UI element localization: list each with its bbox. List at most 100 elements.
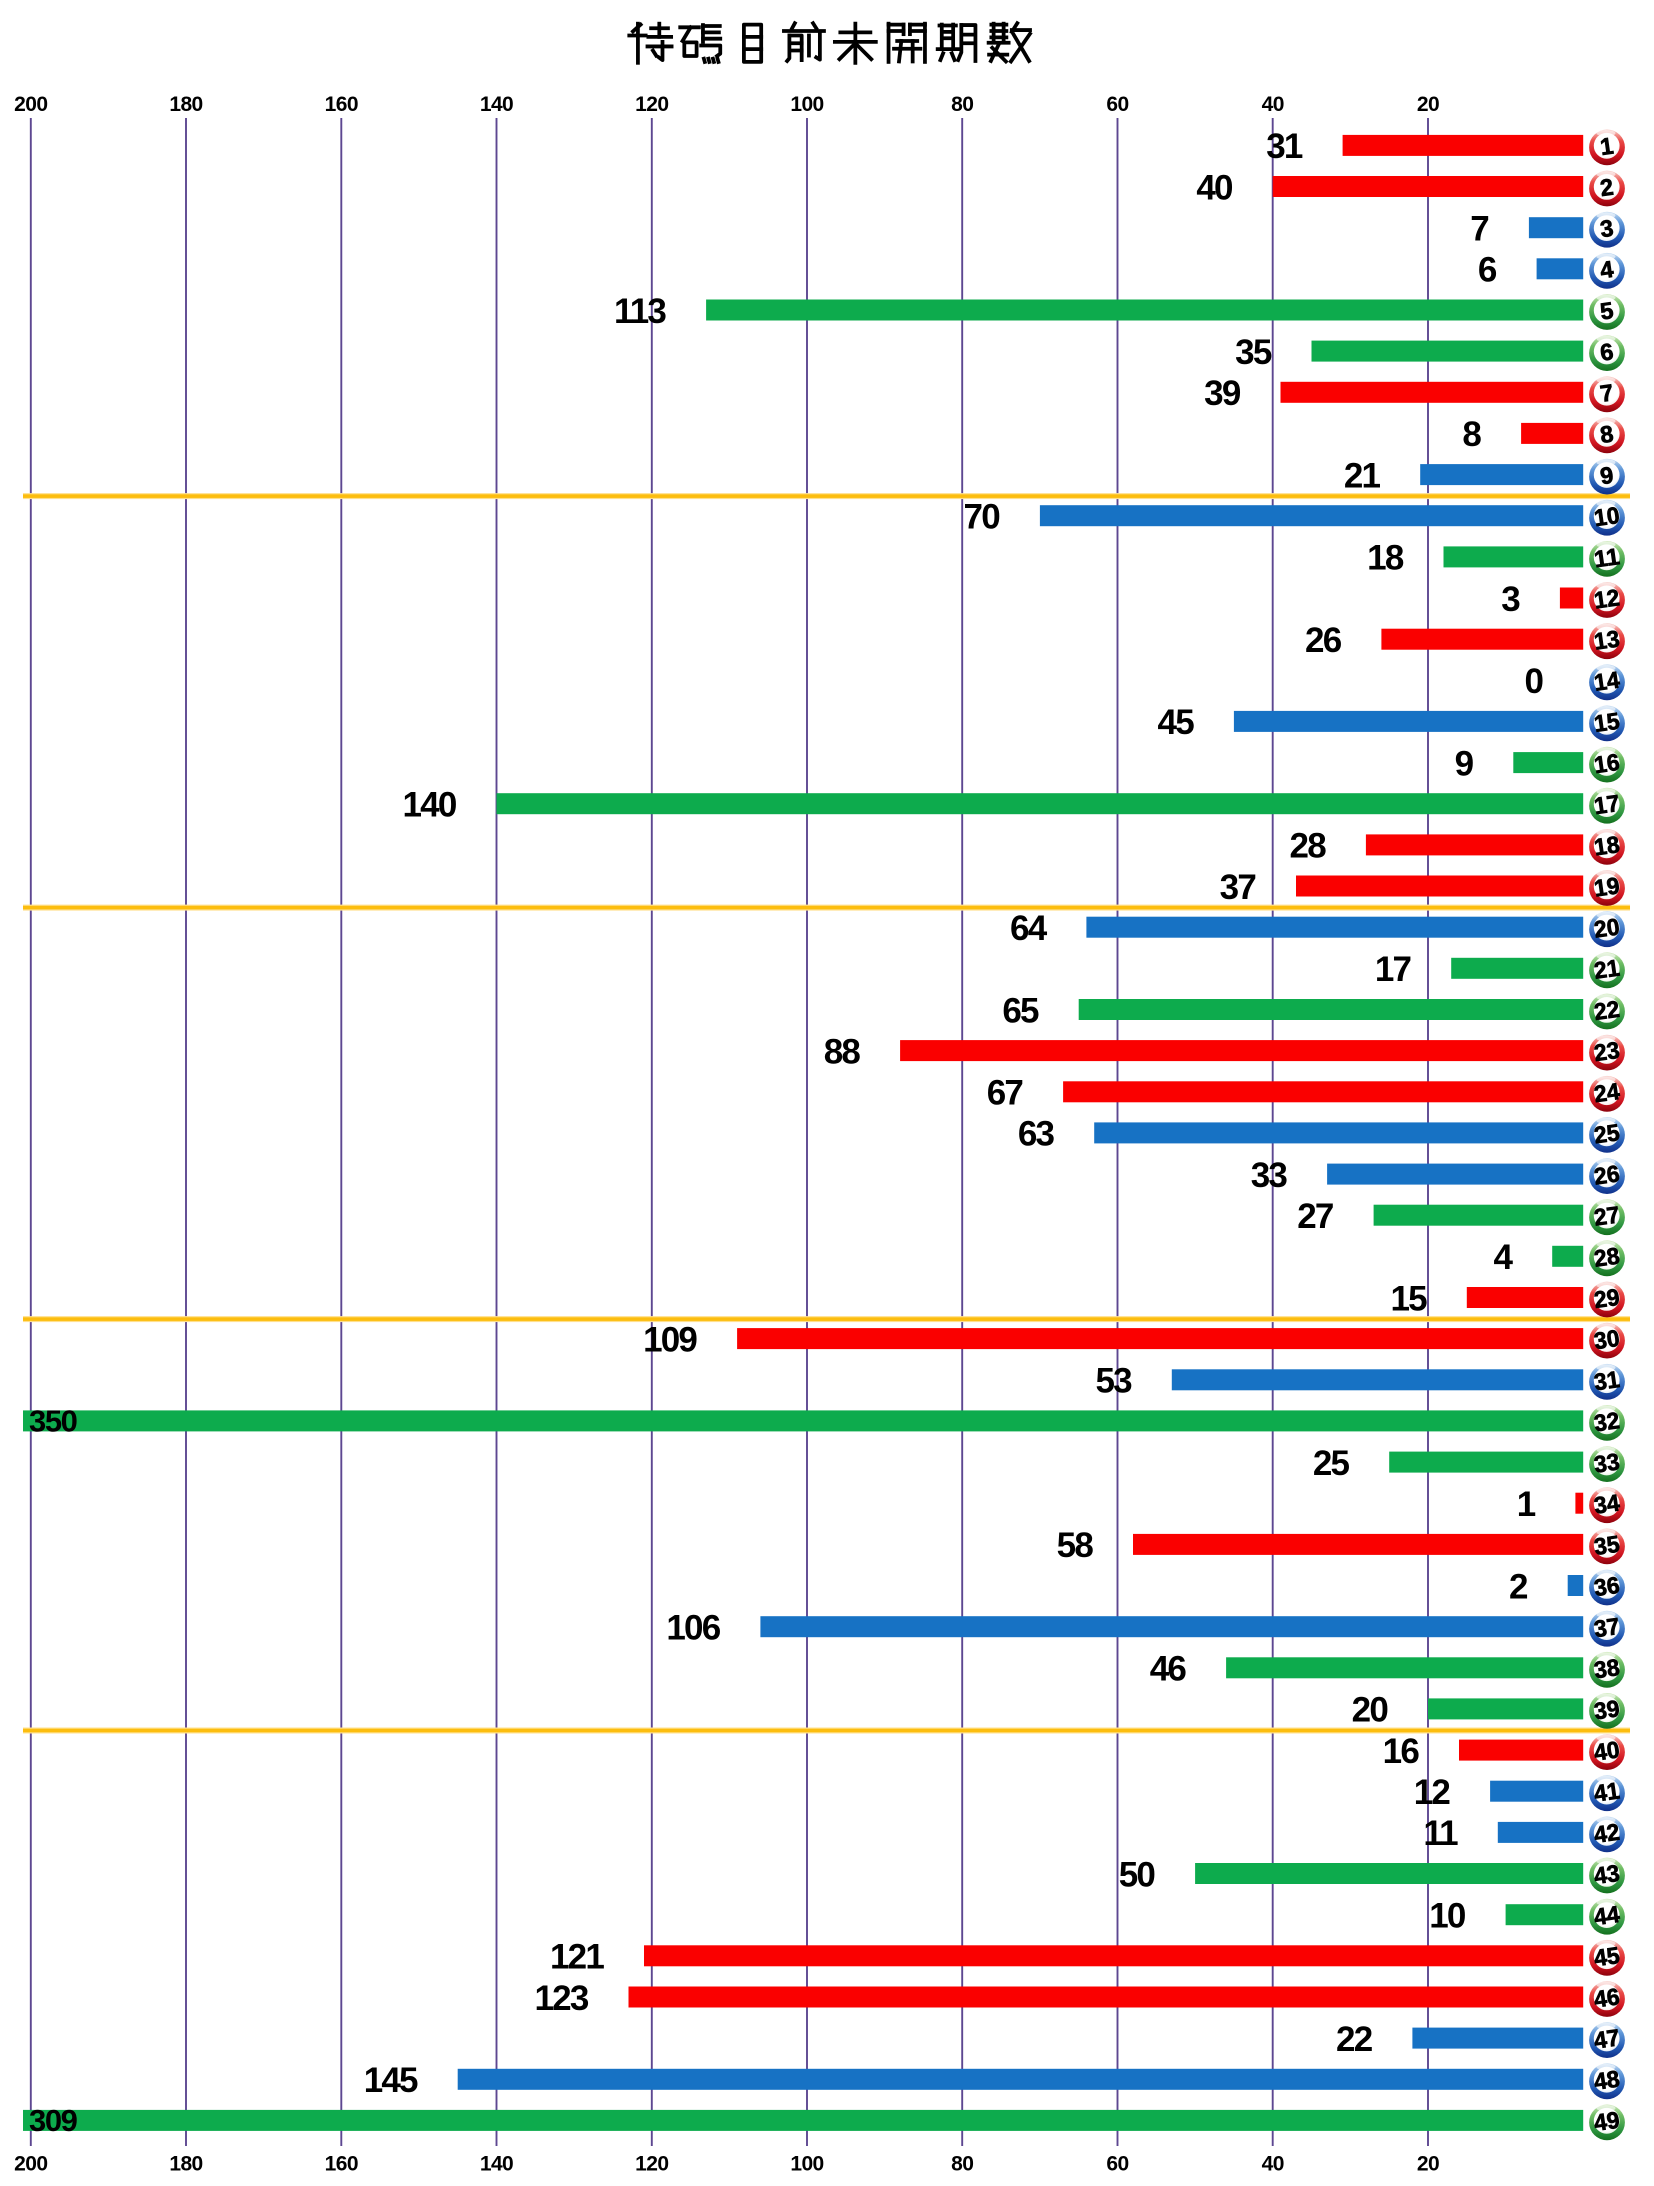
- svg-text:100: 100: [790, 2153, 823, 2176]
- svg-text:28: 28: [1290, 827, 1327, 866]
- svg-text:1: 1: [1517, 1485, 1536, 1524]
- svg-text:29: 29: [1592, 1284, 1621, 1313]
- svg-text:123: 123: [535, 1979, 589, 2018]
- svg-text:48: 48: [1592, 2066, 1621, 2095]
- svg-text:18: 18: [1367, 539, 1404, 578]
- svg-text:47: 47: [1592, 2024, 1621, 2053]
- svg-text:24: 24: [1592, 1078, 1621, 1107]
- svg-text:140: 140: [403, 786, 457, 825]
- svg-text:16: 16: [1383, 1732, 1420, 1771]
- svg-text:9: 9: [1598, 462, 1615, 490]
- svg-text:350: 350: [29, 1404, 77, 1439]
- svg-text:26: 26: [1305, 621, 1342, 660]
- svg-text:7: 7: [1470, 210, 1488, 249]
- svg-text:1: 1: [1598, 133, 1615, 161]
- svg-text:113: 113: [614, 292, 666, 331]
- svg-text:180: 180: [169, 93, 202, 116]
- svg-text:2: 2: [1509, 1567, 1528, 1606]
- svg-text:34: 34: [1592, 1489, 1621, 1518]
- svg-text:10: 10: [1429, 1897, 1466, 1936]
- svg-text:5: 5: [1598, 297, 1615, 325]
- svg-text:35: 35: [1592, 1531, 1621, 1560]
- svg-text:37: 37: [1592, 1613, 1621, 1642]
- svg-text:3: 3: [1501, 580, 1520, 619]
- svg-text:21: 21: [1592, 955, 1621, 984]
- svg-text:40: 40: [1262, 2153, 1284, 2176]
- svg-text:40: 40: [1262, 93, 1284, 116]
- svg-text:33: 33: [1592, 1448, 1621, 1477]
- svg-text:80: 80: [951, 93, 973, 116]
- svg-text:10: 10: [1592, 502, 1621, 531]
- svg-text:35: 35: [1235, 333, 1272, 372]
- svg-text:46: 46: [1150, 1650, 1187, 1689]
- svg-text:44: 44: [1592, 1901, 1621, 1930]
- svg-text:45: 45: [1158, 703, 1195, 742]
- svg-text:13: 13: [1592, 625, 1621, 654]
- svg-text:8: 8: [1598, 421, 1615, 449]
- svg-text:23: 23: [1592, 1037, 1621, 1066]
- svg-text:46: 46: [1592, 1983, 1621, 2012]
- svg-text:45: 45: [1592, 1942, 1621, 1971]
- svg-text:16: 16: [1592, 749, 1621, 778]
- svg-text:15: 15: [1390, 1279, 1427, 1318]
- svg-text:6: 6: [1478, 251, 1497, 290]
- svg-text:49: 49: [1592, 2107, 1621, 2136]
- svg-text:11: 11: [1592, 543, 1621, 572]
- svg-text:88: 88: [824, 1032, 861, 1071]
- svg-text:38: 38: [1592, 1654, 1621, 1683]
- svg-text:160: 160: [325, 2153, 358, 2176]
- svg-text:20: 20: [1592, 913, 1621, 942]
- svg-text:4: 4: [1494, 1238, 1514, 1277]
- svg-text:39: 39: [1204, 374, 1241, 413]
- svg-text:15: 15: [1592, 708, 1621, 737]
- svg-text:33: 33: [1251, 1156, 1288, 1195]
- svg-text:40: 40: [1592, 1736, 1621, 1765]
- svg-text:18: 18: [1592, 831, 1621, 860]
- svg-text:30: 30: [1592, 1325, 1621, 1354]
- svg-text:70: 70: [964, 498, 1001, 537]
- svg-text:37: 37: [1220, 868, 1256, 907]
- svg-text:180: 180: [169, 2153, 202, 2176]
- svg-text:160: 160: [325, 93, 358, 116]
- svg-text:21: 21: [1344, 456, 1381, 495]
- svg-text:25: 25: [1592, 1119, 1621, 1148]
- svg-text:31: 31: [1266, 127, 1303, 166]
- svg-text:40: 40: [1196, 168, 1233, 207]
- svg-text:0: 0: [1525, 662, 1544, 701]
- svg-text:20: 20: [1352, 1691, 1389, 1730]
- svg-text:43: 43: [1592, 1860, 1621, 1889]
- svg-text:100: 100: [790, 93, 823, 116]
- svg-text:14: 14: [1592, 667, 1621, 696]
- svg-text:65: 65: [1002, 991, 1039, 1030]
- svg-text:120: 120: [635, 93, 668, 116]
- svg-text:12: 12: [1592, 584, 1621, 613]
- svg-text:200: 200: [14, 93, 47, 116]
- svg-text:60: 60: [1106, 2153, 1128, 2176]
- svg-text:27: 27: [1297, 1197, 1333, 1236]
- svg-text:25: 25: [1313, 1444, 1350, 1483]
- svg-text:58: 58: [1057, 1526, 1094, 1565]
- svg-text:120: 120: [635, 2153, 668, 2176]
- svg-text:106: 106: [666, 1609, 720, 1648]
- svg-text:309: 309: [29, 2103, 78, 2138]
- svg-text:36: 36: [1592, 1572, 1621, 1601]
- svg-text:27: 27: [1592, 1201, 1621, 1230]
- svg-text:53: 53: [1095, 1362, 1132, 1401]
- svg-text:9: 9: [1455, 744, 1474, 783]
- svg-text:42: 42: [1592, 1819, 1621, 1848]
- svg-text:145: 145: [364, 2061, 418, 2100]
- svg-text:32: 32: [1592, 1407, 1621, 1436]
- svg-text:64: 64: [1010, 909, 1048, 948]
- svg-text:11: 11: [1423, 1814, 1458, 1853]
- svg-text:19: 19: [1592, 872, 1621, 901]
- svg-text:6: 6: [1598, 338, 1615, 366]
- svg-text:109: 109: [643, 1320, 697, 1359]
- svg-text:22: 22: [1336, 2020, 1373, 2059]
- svg-text:26: 26: [1592, 1160, 1621, 1189]
- svg-text:80: 80: [951, 2153, 973, 2176]
- svg-text:2: 2: [1598, 174, 1615, 202]
- svg-text:12: 12: [1414, 1773, 1451, 1812]
- svg-text:200: 200: [14, 2153, 47, 2176]
- svg-text:31: 31: [1592, 1366, 1621, 1395]
- svg-text:3: 3: [1598, 215, 1615, 243]
